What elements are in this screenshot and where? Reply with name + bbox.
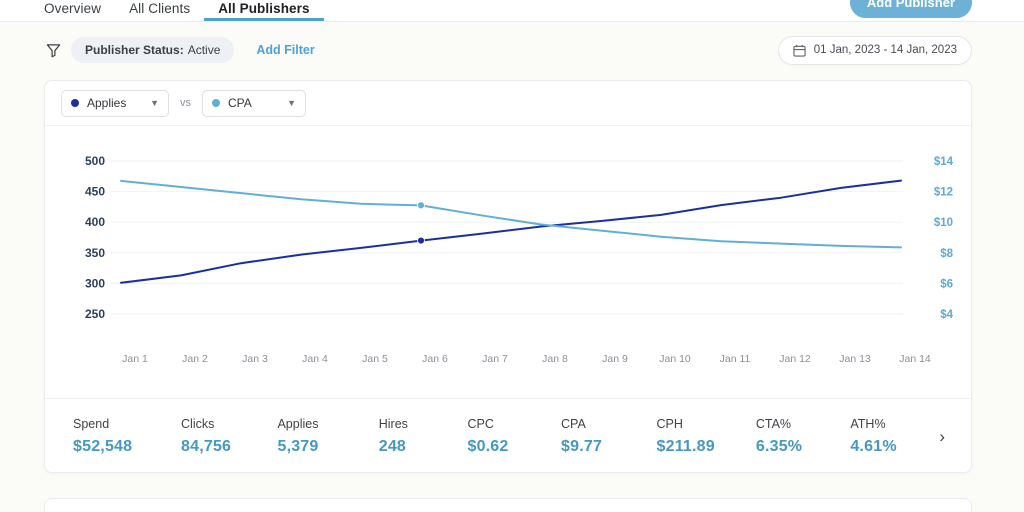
svg-text:$6: $6 [940,278,953,290]
svg-text:Jan 2: Jan 2 [182,353,208,365]
svg-text:400: 400 [85,215,105,229]
filter-chip-label: Publisher Status: [85,43,184,57]
svg-text:Jan 4: Jan 4 [302,353,328,365]
svg-text:$8: $8 [940,248,953,260]
stat-applies: Applies 5,379 [277,417,319,455]
stat-clicks: Clicks 84,756 [181,417,232,455]
date-range-text: 01 Jan, 2023 - 14 Jan, 2023 [813,44,957,56]
svg-text:350: 350 [85,246,105,260]
svg-text:300: 300 [85,276,105,290]
svg-text:Jan 9: Jan 9 [602,353,628,365]
svg-text:Jan 5: Jan 5 [362,353,388,365]
summary-stats-row: Spend $52,548 Clicks 84,756 Applies 5,37… [45,398,971,474]
stat-cta-pct: CTA% 6.35% [755,417,803,455]
svg-text:Jan 3: Jan 3 [242,353,268,365]
metric-dropdown-applies[interactable]: Applies ▼ [61,89,169,117]
applies-series-dot [71,99,79,107]
chevron-down-icon: ▼ [150,98,159,108]
svg-text:Jan 1: Jan 1 [122,353,148,365]
metric-dropdown-label: CPA [228,96,252,110]
tab-all-publishers[interactable]: All Publishers [204,1,324,21]
svg-text:Jan 7: Jan 7 [482,353,508,365]
svg-text:$12: $12 [934,187,953,199]
svg-text:$10: $10 [934,217,953,229]
filter-bar: Publisher Status: Active Add Filter 01 J… [0,22,1024,78]
tab-overview[interactable]: Overview [44,1,102,16]
chart-metric-selectors: Applies ▼ vs CPA ▼ [45,81,971,126]
stat-hires: Hires 248 [378,417,408,455]
svg-text:500: 500 [85,154,105,168]
add-filter-link[interactable]: Add Filter [256,43,315,57]
stat-cph: CPH $211.89 [656,417,715,455]
svg-text:$4: $4 [940,309,953,321]
stats-next-chevron-icon[interactable]: › [939,427,945,446]
metric-dropdown-cpa[interactable]: CPA ▼ [202,89,306,117]
svg-text:450: 450 [85,185,105,199]
add-publisher-button[interactable]: Add Publisher [849,0,972,18]
filter-funnel-icon[interactable] [46,43,61,58]
filter-chip-publisher-status[interactable]: Publisher Status: Active [71,37,235,63]
date-range-picker[interactable]: 01 Jan, 2023 - 14 Jan, 2023 [777,35,972,65]
chevron-down-icon: ▼ [287,98,296,108]
stat-cpc: CPC $0.62 [467,417,509,455]
svg-text:250: 250 [85,307,105,321]
svg-text:Jan 13: Jan 13 [839,353,871,365]
vs-label: vs [180,97,191,109]
svg-text:Jan 6: Jan 6 [422,353,448,365]
calendar-icon [793,44,806,57]
next-card-partial [44,498,972,512]
stat-cpa: CPA $9.77 [561,417,603,455]
metrics-chart-card: Applies ▼ vs CPA ▼ 500 450 400 350 300 250 $14… [44,80,972,473]
cpa-series-dot [212,99,220,107]
svg-text:$14: $14 [934,156,954,168]
metric-dropdown-label: Applies [87,96,127,110]
svg-text:Jan 10: Jan 10 [659,353,691,365]
tab-all-clients[interactable]: All Clients [129,1,191,16]
svg-text:Jan 14: Jan 14 [899,353,931,365]
svg-text:Jan 8: Jan 8 [542,353,568,365]
svg-text:Jan 11: Jan 11 [720,353,751,365]
chart-area: 500 450 400 350 300 250 $14 $12 $10 $8 $6 $4 Jan 1 Ja… [45,126,971,398]
svg-text:Jan 12: Jan 12 [779,353,811,365]
applies-vs-cpa-line-chart: 500 450 400 350 300 250 $14 $12 $10 $8 $6 $4 Jan 1 Ja… [85,154,954,365]
stat-spend: Spend $52,548 [73,417,133,455]
stat-ath-pct: ATH% 4.61% [850,417,897,455]
filter-chip-value: Active [187,43,221,57]
top-nav: Overview All Clients All Publishers Add … [0,0,1024,22]
